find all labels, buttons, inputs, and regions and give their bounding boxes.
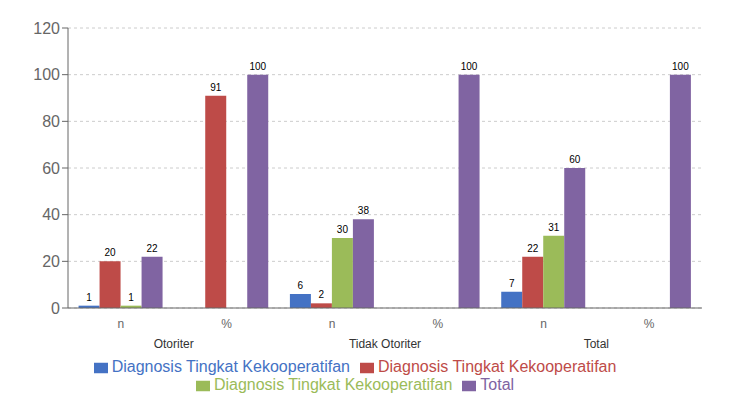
svg-text:20: 20 — [42, 253, 60, 270]
svg-text:80: 80 — [42, 113, 60, 130]
svg-text:%: % — [644, 317, 655, 331]
svg-text:100: 100 — [33, 66, 60, 83]
svg-text:n: n — [329, 317, 336, 331]
svg-text:40: 40 — [42, 206, 60, 223]
html-text:Total: Total — [480, 376, 515, 393]
svg-text:1: 1 — [128, 292, 134, 303]
svg-text:Tidak Otoriter: Tidak Otoriter — [349, 337, 421, 351]
svg-text:22: 22 — [527, 243, 539, 254]
svg-text:91: 91 — [210, 82, 222, 93]
svg-text:100: 100 — [461, 61, 478, 72]
svg-text:60: 60 — [42, 160, 60, 177]
svg-text:100: 100 — [249, 61, 266, 72]
svg-text:Otoriter: Otoriter — [154, 337, 194, 351]
svg-text:7: 7 — [509, 278, 515, 289]
html-text:Diagnosis Tingkat Kekooperatif: Diagnosis Tingkat Kekooperatifan — [111, 358, 350, 375]
svg-text:0: 0 — [51, 300, 60, 317]
svg-text:20: 20 — [105, 247, 117, 258]
svg-text:60: 60 — [569, 154, 581, 165]
svg-text:38: 38 — [358, 205, 370, 216]
svg-text:6: 6 — [298, 280, 304, 291]
svg-text:%: % — [432, 317, 443, 331]
svg-text:100: 100 — [672, 61, 689, 72]
svg-text:%: % — [221, 317, 232, 331]
svg-text:n: n — [540, 317, 547, 331]
svg-text:120: 120 — [33, 20, 60, 37]
svg-text:22: 22 — [147, 243, 159, 254]
svg-text:1: 1 — [86, 292, 92, 303]
svg-text:2: 2 — [319, 289, 325, 300]
html-text:Diagnosis Tingkat Kekooperatif: Diagnosis Tingkat Kekooperatifan — [378, 358, 617, 375]
html-text:Diagnosis Tingkat Kekooperatif: Diagnosis Tingkat Kekooperatifan — [213, 376, 453, 393]
svg-text:n: n — [117, 317, 124, 331]
svg-text:Total: Total — [584, 337, 609, 351]
svg-text:31: 31 — [548, 222, 560, 233]
svg-text:30: 30 — [337, 224, 349, 235]
